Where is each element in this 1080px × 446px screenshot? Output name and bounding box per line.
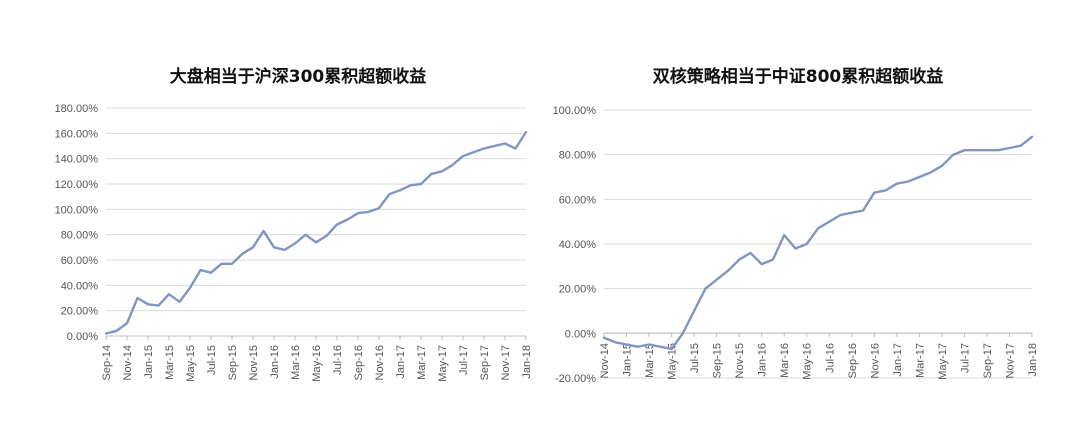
- x-tick-label: May-17: [937, 343, 949, 380]
- chart-1-series-line: [104, 130, 528, 335]
- y-tick-label: 100.00%: [553, 105, 597, 117]
- y-tick-label: 20.00%: [559, 284, 597, 296]
- x-tick-label: May-16: [802, 343, 814, 380]
- y-tick-label: 180.00%: [55, 103, 99, 115]
- y-tick-label: 60.00%: [61, 255, 99, 267]
- x-tick-label: May-15: [667, 343, 679, 380]
- x-tick-label: Mar-16: [779, 343, 791, 378]
- x-tick-label: Jul-17: [458, 345, 470, 375]
- x-tick-label: Mar-17: [416, 345, 428, 380]
- x-tick-label: Sep-15: [712, 343, 724, 378]
- x-tick-label: Nov-16: [869, 343, 881, 378]
- y-tick-label: 120.00%: [55, 179, 99, 191]
- x-tick-label: Nov-16: [374, 345, 386, 380]
- x-tick-label: Sep-17: [479, 345, 491, 380]
- x-tick-label: Nov-15: [248, 345, 260, 380]
- x-tick-label: Jan-15: [622, 343, 634, 377]
- y-tick-label: 40.00%: [559, 239, 597, 251]
- y-tick-label: 60.00%: [559, 194, 597, 206]
- x-tick-label: Jan-18: [521, 345, 533, 379]
- x-tick-label: Jan-16: [757, 343, 769, 377]
- x-tick-label: Sep-16: [353, 345, 365, 380]
- x-tick-label: Jan-15: [143, 345, 155, 379]
- x-tick-label: Mar-15: [644, 343, 656, 378]
- y-tick-label: 160.00%: [55, 128, 99, 140]
- chart-1-plot: 0.00% 20.00% 40.00% 60.00% 80.00% 100.00% 120.…: [55, 103, 533, 382]
- x-tick-label: Jan-17: [395, 345, 407, 379]
- x-tick-label: Nov-15: [734, 343, 746, 378]
- x-tick-label: Nov-14: [599, 343, 611, 378]
- y-tick-label: 140.00%: [55, 154, 99, 166]
- chart-2-plot: -20.00% 0.00% 20.00% 40.00% 60.00% 80.00% 100.…: [553, 105, 1039, 385]
- x-tick-label: Jul-16: [332, 345, 344, 375]
- x-tick-label: Jul-15: [206, 345, 218, 375]
- y-tick-label: 0.00%: [67, 331, 98, 343]
- y-tick-label: 0.00%: [565, 328, 596, 340]
- x-tick-label: Nov-17: [500, 345, 512, 380]
- y-tick-label: 80.00%: [559, 150, 597, 162]
- y-tick-label: 40.00%: [61, 280, 99, 292]
- x-tick-label: Jan-16: [269, 345, 281, 379]
- x-tick-label: Jul-16: [824, 343, 836, 373]
- y-tick-label: 100.00%: [55, 204, 99, 216]
- x-tick-label: Nov-14: [122, 345, 134, 380]
- x-tick-label: Nov-17: [1004, 343, 1016, 378]
- x-tick-label: Mar-17: [914, 343, 926, 378]
- x-tick-label: Sep-17: [982, 343, 994, 378]
- x-tick-label: May-15: [185, 345, 197, 382]
- x-tick-label: Jul-17: [959, 343, 971, 373]
- x-tick-label: May-16: [311, 345, 323, 382]
- y-tick-label: 20.00%: [61, 306, 99, 318]
- x-tick-label: Mar-16: [290, 345, 302, 380]
- x-tick-label: Sep-15: [227, 345, 239, 380]
- x-tick-label: Sep-16: [847, 343, 859, 378]
- chart-1-title: 大盘相当于沪深300累积超额收益: [170, 66, 427, 87]
- y-tick-label: -20.00%: [555, 373, 596, 385]
- x-tick-label: Mar-15: [164, 345, 176, 380]
- x-tick-label: Jan-18: [1027, 343, 1039, 377]
- x-tick-label: Sep-14: [101, 345, 113, 380]
- x-tick-label: Jan-17: [892, 343, 904, 377]
- x-tick-label: Jul-15: [689, 343, 701, 373]
- x-tick-label: May-17: [437, 345, 449, 382]
- chart-2-title: 双核策略相当于中证800累积超额收益: [653, 66, 944, 87]
- chart-2-series-line: [602, 135, 1034, 351]
- y-tick-label: 80.00%: [61, 230, 99, 242]
